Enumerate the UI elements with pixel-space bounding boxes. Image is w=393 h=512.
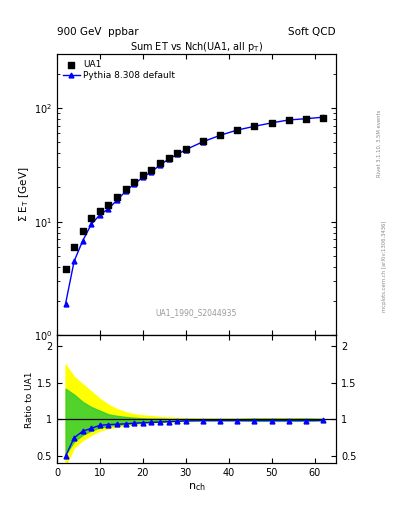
Pythia 8.308 default (115, 197, 119, 203)
UA1 (174, 149, 180, 157)
UA1 (303, 115, 309, 123)
UA1 (165, 154, 172, 162)
Pythia 8.308 default (63, 301, 68, 307)
UA1 (62, 265, 69, 273)
UA1 (251, 122, 257, 131)
UA1 (183, 144, 189, 153)
UA1 (286, 116, 292, 124)
Y-axis label: Ratio to UA1: Ratio to UA1 (25, 371, 34, 428)
Pythia 8.308 default (106, 206, 111, 212)
UA1 (131, 178, 138, 186)
UA1 (114, 193, 120, 201)
Pythia 8.308 default (132, 181, 137, 187)
UA1 (200, 137, 206, 145)
Text: Soft QCD: Soft QCD (288, 27, 336, 37)
Pythia 8.308 default (97, 211, 102, 218)
Text: 900 GeV  ppbar: 900 GeV ppbar (57, 27, 139, 37)
UA1 (320, 114, 326, 122)
Pythia 8.308 default (81, 238, 85, 244)
Pythia 8.308 default (235, 127, 240, 133)
UA1 (97, 206, 103, 215)
Pythia 8.308 default (89, 221, 94, 227)
Pythia 8.308 default (175, 152, 180, 158)
UA1 (148, 166, 154, 174)
Pythia 8.308 default (72, 258, 77, 264)
Pythia 8.308 default (140, 175, 145, 181)
Text: Rivet 3.1.10, 3.5M events: Rivet 3.1.10, 3.5M events (377, 110, 382, 177)
Pythia 8.308 default (149, 168, 154, 175)
UA1 (234, 126, 241, 134)
Text: mcplots.cern.ch [arXiv:1306.3436]: mcplots.cern.ch [arXiv:1306.3436] (382, 221, 387, 312)
UA1 (88, 214, 94, 222)
UA1 (268, 119, 275, 127)
UA1 (80, 227, 86, 236)
UA1 (105, 201, 112, 209)
UA1 (71, 243, 77, 251)
Pythia 8.308 default (218, 132, 222, 138)
UA1 (123, 185, 129, 193)
Pythia 8.308 default (123, 188, 128, 195)
Pythia 8.308 default (166, 156, 171, 162)
Legend: UA1, Pythia 8.308 default: UA1, Pythia 8.308 default (61, 58, 177, 82)
Y-axis label: $\Sigma$ E$_T$ [GeV]: $\Sigma$ E$_T$ [GeV] (17, 167, 31, 222)
Pythia 8.308 default (252, 123, 257, 130)
Pythia 8.308 default (158, 162, 162, 168)
Pythia 8.308 default (269, 120, 274, 126)
Line: Pythia 8.308 default: Pythia 8.308 default (63, 115, 325, 306)
Pythia 8.308 default (200, 139, 205, 145)
X-axis label: n$_{ch}$: n$_{ch}$ (187, 481, 206, 493)
Text: UA1_1990_S2044935: UA1_1990_S2044935 (156, 308, 237, 317)
Pythia 8.308 default (304, 116, 309, 122)
UA1 (157, 159, 163, 167)
Title: Sum ET vs Nch(UA1, all p$_T$): Sum ET vs Nch(UA1, all p$_T$) (130, 40, 263, 54)
Pythia 8.308 default (286, 117, 291, 123)
UA1 (217, 131, 223, 139)
UA1 (140, 172, 146, 180)
Pythia 8.308 default (184, 146, 188, 153)
Pythia 8.308 default (321, 114, 325, 120)
